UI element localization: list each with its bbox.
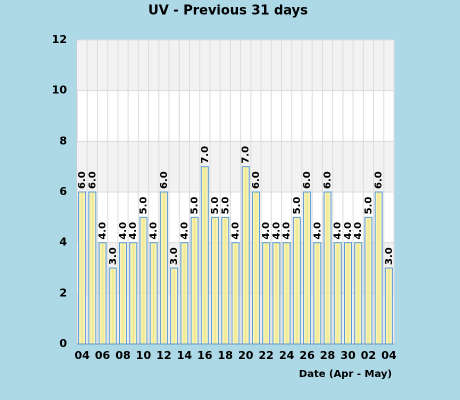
bar <box>88 191 97 345</box>
x-tick-label: 14 <box>177 349 193 362</box>
value-label: 3.0 <box>384 247 395 265</box>
bar <box>98 242 107 345</box>
bar <box>221 216 230 345</box>
value-label: 4.0 <box>128 222 139 240</box>
value-label: 5.0 <box>220 197 231 215</box>
bar <box>384 267 393 345</box>
x-tick-label: 04 <box>381 349 397 362</box>
x-tick-label: 30 <box>340 349 356 362</box>
bar <box>364 216 373 345</box>
x-tick-label: 04 <box>74 349 90 362</box>
value-label: 4.0 <box>231 222 242 240</box>
bar <box>180 242 189 345</box>
bar <box>272 242 281 345</box>
bar <box>262 242 271 345</box>
bar <box>323 191 332 345</box>
x-tick-label: 10 <box>136 349 152 362</box>
x-tick-label: 06 <box>95 349 111 362</box>
value-label: 4.0 <box>312 222 323 240</box>
value-label: 5.0 <box>138 197 149 215</box>
value-label: 5.0 <box>190 197 201 215</box>
value-label: 4.0 <box>271 222 282 240</box>
value-label: 4.0 <box>98 222 109 240</box>
bar <box>374 191 383 345</box>
bar <box>282 242 291 345</box>
bar <box>333 242 342 345</box>
value-label: 6.0 <box>251 171 262 189</box>
x-tick-label: 12 <box>156 349 171 362</box>
bar <box>354 242 363 345</box>
y-tick-label: 6 <box>59 185 67 198</box>
bar <box>231 242 240 345</box>
bar <box>313 242 322 345</box>
bar <box>343 242 352 345</box>
bar <box>139 216 148 345</box>
value-label: 4.0 <box>333 222 344 240</box>
x-tick-label: 24 <box>279 349 295 362</box>
value-label: 7.0 <box>241 146 252 164</box>
value-label: 5.0 <box>210 197 221 215</box>
grid-band <box>77 141 394 192</box>
y-tick-label: 4 <box>59 236 67 249</box>
bar <box>149 242 158 345</box>
value-label: 4.0 <box>282 222 293 240</box>
bar <box>303 191 312 345</box>
x-tick-label: 26 <box>299 349 315 362</box>
x-axis-label: Date (Apr - May) <box>299 369 392 380</box>
value-label: 6.0 <box>87 171 98 189</box>
value-label: 7.0 <box>200 146 211 164</box>
value-label: 4.0 <box>353 222 364 240</box>
x-tick-label: 28 <box>320 349 335 362</box>
bar <box>78 191 87 345</box>
x-tick-label: 08 <box>115 349 130 362</box>
value-label: 3.0 <box>108 247 119 265</box>
x-tick-label: 18 <box>218 349 233 362</box>
bar <box>251 191 260 345</box>
bar <box>200 166 209 345</box>
bar <box>119 242 128 345</box>
chart-title: UV - Previous 31 days <box>148 4 308 19</box>
value-label: 6.0 <box>323 171 334 189</box>
value-label: 4.0 <box>343 222 354 240</box>
value-label: 6.0 <box>374 171 385 189</box>
grid-band <box>77 40 394 91</box>
value-label: 6.0 <box>77 171 88 189</box>
x-tick-label: 02 <box>361 349 376 362</box>
bar <box>241 166 250 345</box>
value-label: 4.0 <box>118 222 129 240</box>
value-label: 5.0 <box>363 197 374 215</box>
bar <box>211 216 220 345</box>
x-tick-label: 22 <box>259 349 274 362</box>
y-tick-label: 12 <box>52 33 67 46</box>
value-label: 4.0 <box>179 222 190 240</box>
bar <box>159 191 168 345</box>
bar <box>129 242 138 345</box>
bar <box>190 216 199 345</box>
value-label: 6.0 <box>302 171 313 189</box>
y-tick-label: 0 <box>59 337 67 350</box>
y-tick-label: 2 <box>59 286 67 299</box>
value-label: 4.0 <box>261 222 272 240</box>
value-label: 4.0 <box>149 222 160 240</box>
value-label: 6.0 <box>159 171 170 189</box>
bar <box>170 267 179 345</box>
bar <box>108 267 117 345</box>
value-label: 3.0 <box>169 247 180 265</box>
y-tick-label: 8 <box>59 134 67 147</box>
x-tick-label: 20 <box>238 349 254 362</box>
y-tick-label: 10 <box>52 84 68 97</box>
bar <box>292 216 301 345</box>
value-label: 5.0 <box>292 197 303 215</box>
x-tick-label: 16 <box>197 349 213 362</box>
